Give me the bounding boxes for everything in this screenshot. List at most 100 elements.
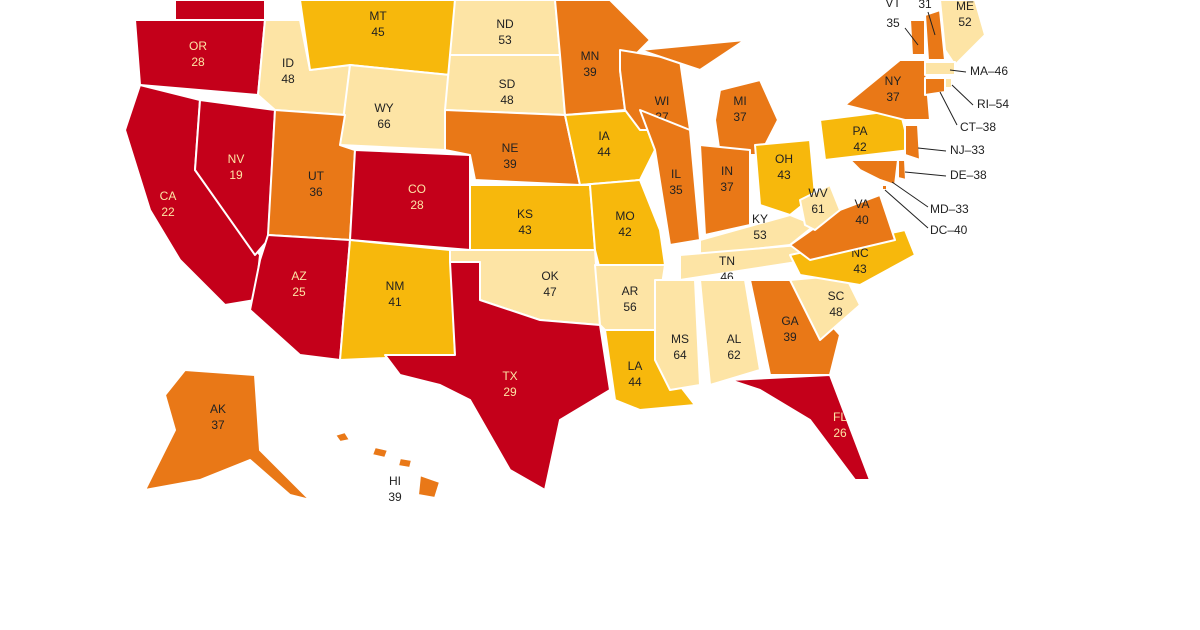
state-shape <box>417 474 441 499</box>
state-value: 28 <box>410 198 424 212</box>
state-shape <box>924 77 946 96</box>
state-abbr: IL <box>671 167 681 181</box>
state-value: 53 <box>753 228 767 242</box>
state-abbr: OR <box>189 39 207 53</box>
state-value: 39 <box>583 65 597 79</box>
state-value: 37 <box>733 110 747 124</box>
state-value: 42 <box>853 140 867 154</box>
state-shape <box>334 431 351 443</box>
state-shape <box>944 77 953 89</box>
state-value: 66 <box>377 117 391 131</box>
state-label: CT–38 <box>960 120 996 134</box>
state-abbr: OK <box>541 269 558 283</box>
state-abbr: KS <box>517 207 533 221</box>
callout-line <box>927 11 936 36</box>
state-value: 35 <box>886 16 900 30</box>
state-abbr: WY <box>374 101 393 115</box>
callout-line <box>951 84 974 106</box>
state-shape <box>174 0 266 21</box>
state-abbr: CO <box>408 182 426 196</box>
state-abbr: HI <box>389 474 401 488</box>
state-shape <box>339 64 451 151</box>
state-abbr: NE <box>502 141 519 155</box>
state-value: 43 <box>853 262 867 276</box>
state-abbr: MN <box>581 49 600 63</box>
state-shape <box>699 144 751 236</box>
state-value: 39 <box>783 330 797 344</box>
state-label: NJ–33 <box>950 143 985 157</box>
state-label: 31 <box>918 0 932 11</box>
state-abbr: ID <box>282 56 294 70</box>
state-abbr: KY <box>752 212 768 226</box>
state-abbr: SC <box>828 289 845 303</box>
state-label: MA–46 <box>970 64 1008 78</box>
callout-line <box>904 27 919 46</box>
state-abbr: ME <box>956 0 974 13</box>
state-abbr: WI <box>655 94 670 108</box>
state-value: 62 <box>727 348 741 362</box>
state-value: 29 <box>503 385 517 399</box>
state-value: 52 <box>958 15 972 29</box>
state-value: 64 <box>673 348 687 362</box>
state-shape <box>939 0 986 66</box>
callout-line <box>891 181 929 208</box>
state-abbr: OH <box>775 152 793 166</box>
state-shape <box>397 457 413 469</box>
state-shape <box>639 39 746 71</box>
state-abbr: PA <box>852 124 867 138</box>
state-value: 56 <box>623 300 637 314</box>
state-value: 28 <box>191 55 205 69</box>
state-label: MD–33 <box>930 202 969 216</box>
state-abbr: MT <box>369 9 387 23</box>
state-value: 53 <box>498 33 512 47</box>
state-abbr: IN <box>721 164 733 178</box>
state-value: 22 <box>161 205 175 219</box>
callout-line <box>917 147 947 152</box>
state-abbr: LA <box>628 359 643 373</box>
state-value: 48 <box>281 72 295 86</box>
callout-line <box>884 189 929 229</box>
state-value: 61 <box>811 202 825 216</box>
state-value: 48 <box>829 305 843 319</box>
state-value: 26 <box>833 426 847 440</box>
state-value: 47 <box>543 285 557 299</box>
state-label: DC–40 <box>930 223 968 237</box>
state-value: 36 <box>309 185 323 199</box>
state-value: 43 <box>518 223 532 237</box>
state-value: 43 <box>777 168 791 182</box>
state-value: 48 <box>500 93 514 107</box>
state-abbr: MS <box>671 332 689 346</box>
state-shape <box>729 374 871 481</box>
state-shape <box>699 279 761 386</box>
state-abbr: AR <box>622 284 639 298</box>
state-value: 39 <box>388 490 402 504</box>
state-abbr: CA <box>160 189 177 203</box>
state-abbr: MI <box>733 94 746 108</box>
state-value: 44 <box>597 145 611 159</box>
state-value: 40 <box>855 213 869 227</box>
state-abbr: UT <box>308 169 325 183</box>
state-value: 25 <box>292 285 306 299</box>
state-abbr: TN <box>719 254 735 268</box>
state-abbr: VT <box>885 0 901 10</box>
state-label: DE–38 <box>950 168 987 182</box>
state-value: 35 <box>669 183 683 197</box>
state-shape <box>924 61 956 76</box>
state-value: 42 <box>618 225 632 239</box>
state-shape <box>371 446 389 459</box>
state-shape <box>909 19 926 56</box>
state-value: 37 <box>720 180 734 194</box>
state-shape <box>654 279 701 391</box>
state-abbr: TX <box>502 369 517 383</box>
state-shape <box>881 184 888 191</box>
state-shape <box>904 124 921 161</box>
state-value: 41 <box>388 295 402 309</box>
state-value: 45 <box>371 25 385 39</box>
state-abbr: VA <box>854 197 869 211</box>
state-abbr: MO <box>615 209 634 223</box>
callout-line <box>904 171 947 177</box>
state-shape <box>194 99 276 256</box>
state-abbr: AK <box>210 402 226 416</box>
state-value: 19 <box>229 168 243 182</box>
